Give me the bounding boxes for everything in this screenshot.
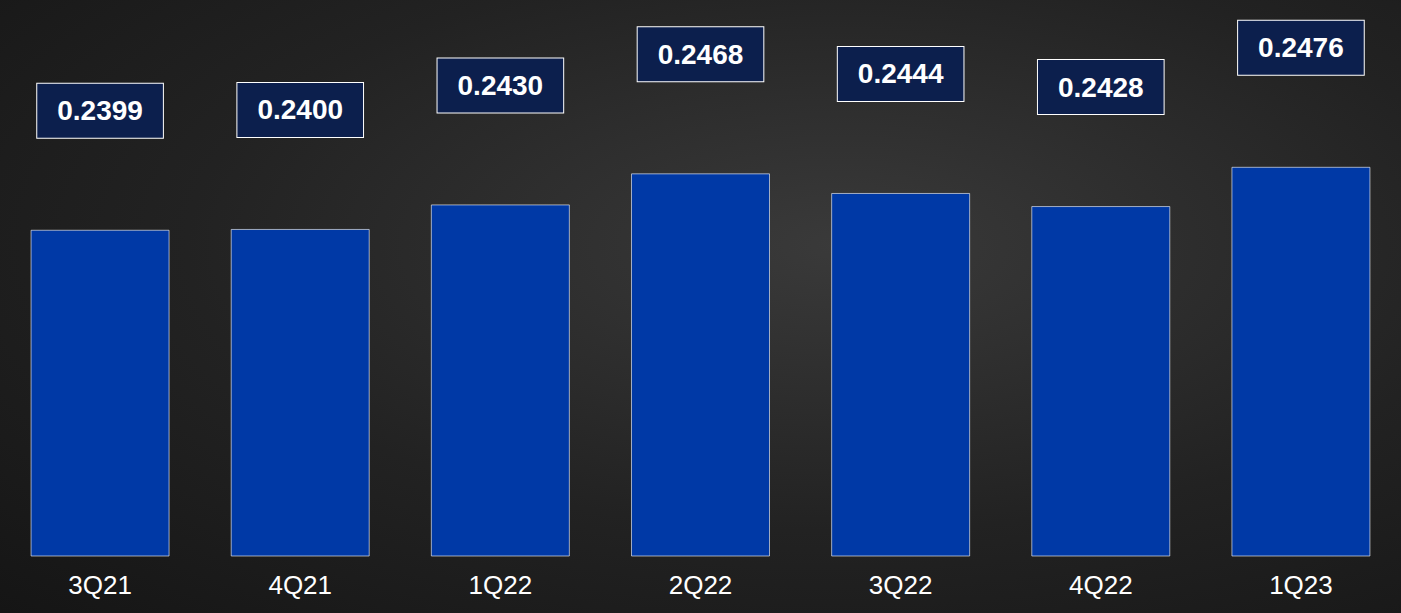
svg-text:1Q22: 1Q22 xyxy=(469,570,533,600)
svg-text:0.2468: 0.2468 xyxy=(658,39,744,70)
svg-text:0.2444: 0.2444 xyxy=(858,58,944,89)
svg-text:0.2399: 0.2399 xyxy=(57,95,143,126)
svg-text:1Q23: 1Q23 xyxy=(1269,570,1333,600)
svg-text:0.2400: 0.2400 xyxy=(257,94,343,125)
svg-text:0.2428: 0.2428 xyxy=(1058,72,1144,103)
svg-text:3Q22: 3Q22 xyxy=(869,570,933,600)
svg-text:0.2430: 0.2430 xyxy=(458,70,544,101)
svg-text:4Q22: 4Q22 xyxy=(1069,570,1133,600)
svg-text:0.2476: 0.2476 xyxy=(1258,32,1344,63)
svg-text:3Q21: 3Q21 xyxy=(68,570,132,600)
svg-text:2Q22: 2Q22 xyxy=(669,570,733,600)
svg-text:4Q21: 4Q21 xyxy=(268,570,332,600)
